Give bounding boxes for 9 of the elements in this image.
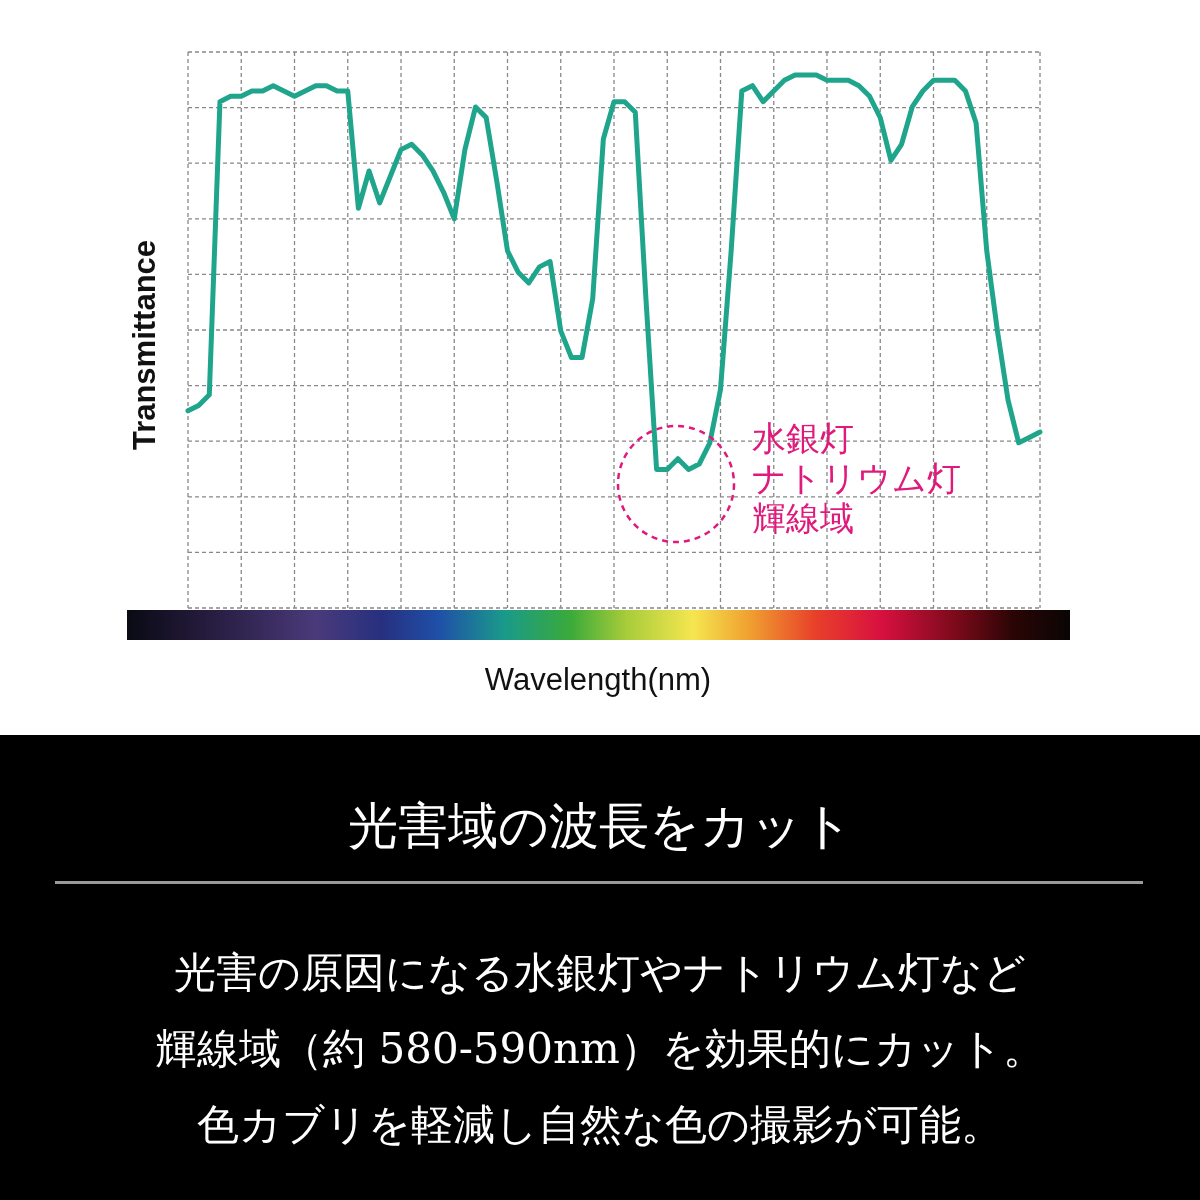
text: 輝線域（約 580-590nm）を効果的にカット。 [155,1024,1045,1073]
annotation: 水銀灯 [752,419,854,457]
text: 光害域の波長をカット [347,797,853,855]
annotation: ナトリウム灯 [752,459,961,497]
y-axis-title: Transmittance [127,239,162,451]
text: 色カブリを軽減し自然な色の撮影が可能。 [197,1100,1003,1149]
text: 光害の原因になる水銀灯やナトリウム灯など [174,948,1026,997]
annotation: 輝線域 [752,499,854,537]
x-axis-title: Wavelength(nm) [484,662,712,697]
